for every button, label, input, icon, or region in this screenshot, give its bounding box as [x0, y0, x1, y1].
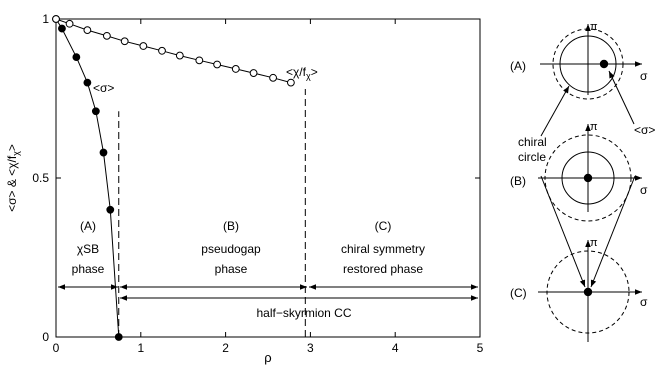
schematic-row-c: (C) π σ	[510, 237, 648, 342]
sigma-label-a: σ	[640, 69, 648, 83]
sigma-data-point	[106, 205, 115, 214]
vacuum-circle-b	[544, 134, 632, 222]
x-axis-ticks: 0 1 2 3 4 5	[53, 19, 484, 355]
plot-frame	[55, 18, 481, 338]
phase-c-letter: (C)	[375, 219, 392, 233]
phase-c-line1: chiral symmetry	[341, 242, 425, 256]
vacuum-point-a	[599, 59, 609, 69]
pi-label-c: π	[590, 237, 598, 249]
x-tick-label: 3	[307, 341, 314, 355]
chi-data-point	[158, 46, 166, 55]
chiral-circle-b	[561, 151, 615, 205]
x-tick-label: 1	[137, 341, 144, 355]
chi-data-point	[213, 60, 222, 69]
x-tick-label: 0	[53, 341, 60, 355]
half-skyrmion-label: half−skyrmion CC	[256, 306, 351, 320]
vacuum-circle-a	[552, 28, 624, 100]
chi-data-point	[120, 37, 129, 46]
sigma-label-c: σ	[640, 295, 648, 309]
x-axis-label: ρ	[264, 350, 271, 365]
x-tick-label: 5	[477, 341, 484, 355]
chiral-circle-pointer	[540, 85, 570, 137]
converge-arrow-left	[540, 175, 586, 288]
chiral-circle-label-line2: circle	[518, 150, 546, 164]
phase-b-line2: phase	[215, 262, 248, 276]
chi-data-point	[269, 73, 277, 82]
sigma-callout-pointer	[608, 70, 635, 125]
sigma-data-point	[114, 333, 123, 341]
converge-arrow-right	[590, 175, 636, 288]
schematic-label-c: (C)	[510, 286, 527, 300]
sigma-data-point	[91, 107, 100, 116]
sigma-data-point	[72, 53, 81, 62]
phase-c-line2: restored phase	[343, 262, 423, 276]
sigma-data-point	[58, 24, 66, 33]
sigma-data-point	[83, 78, 92, 87]
y-axis-label: <σ> & <χ/fχ>	[5, 144, 21, 212]
phase-b-letter: (B)	[223, 219, 239, 233]
sigma-data-point	[99, 148, 108, 157]
series-layer	[52, 15, 295, 341]
sigma-label-b: σ	[640, 183, 648, 197]
series-label-sigma: <σ>	[93, 81, 114, 95]
vacuum-circle-c	[546, 250, 630, 334]
series-label-chi: <χ/fχ>	[286, 65, 318, 81]
chi-data-point	[249, 69, 258, 77]
y-axis-ticks: 00.51	[32, 12, 480, 344]
y-tick-label: 0.5	[32, 171, 49, 185]
x-tick-label: 2	[222, 341, 229, 355]
chi-data-point	[231, 65, 240, 73]
chiral-circle-a	[559, 35, 617, 93]
y-tick-label: 0	[42, 330, 49, 344]
schematic-row-b: (B) π σ	[510, 121, 648, 222]
chi-data-point	[139, 42, 148, 50]
x-tick-label: 4	[392, 341, 399, 355]
phase-a-letter: (A)	[80, 219, 96, 233]
schematic-label-a: (A)	[510, 59, 526, 73]
vacuum-point-b	[583, 173, 593, 183]
chiral-circle-label-line1: chiral	[518, 135, 547, 149]
sigma-callout-label: <σ>	[634, 123, 655, 137]
chi-data-point	[175, 51, 184, 60]
chi-data-point	[52, 15, 60, 23]
phase-a-line1: χSB	[77, 242, 99, 256]
pi-label-b: π	[590, 121, 598, 133]
chi-data-point	[102, 31, 111, 40]
pi-label-a: π	[590, 21, 598, 33]
sigma-series-line	[55, 18, 120, 338]
chi-data-point	[195, 56, 204, 65]
phase-a-line2: phase	[72, 262, 105, 276]
schematic-label-b: (B)	[510, 174, 526, 188]
chi-data-point	[83, 26, 92, 35]
chi-data-point	[286, 78, 295, 87]
vacuum-point-c	[583, 287, 593, 297]
chiral-circle-schematic: (A) π σ (B) π σ (C) π σ	[510, 21, 655, 342]
phase-b-line1: pseudogap	[201, 242, 261, 256]
chi-data-point	[65, 19, 74, 28]
y-tick-label: 1	[42, 12, 49, 26]
schematic-row-a: (A) π σ	[510, 21, 648, 100]
